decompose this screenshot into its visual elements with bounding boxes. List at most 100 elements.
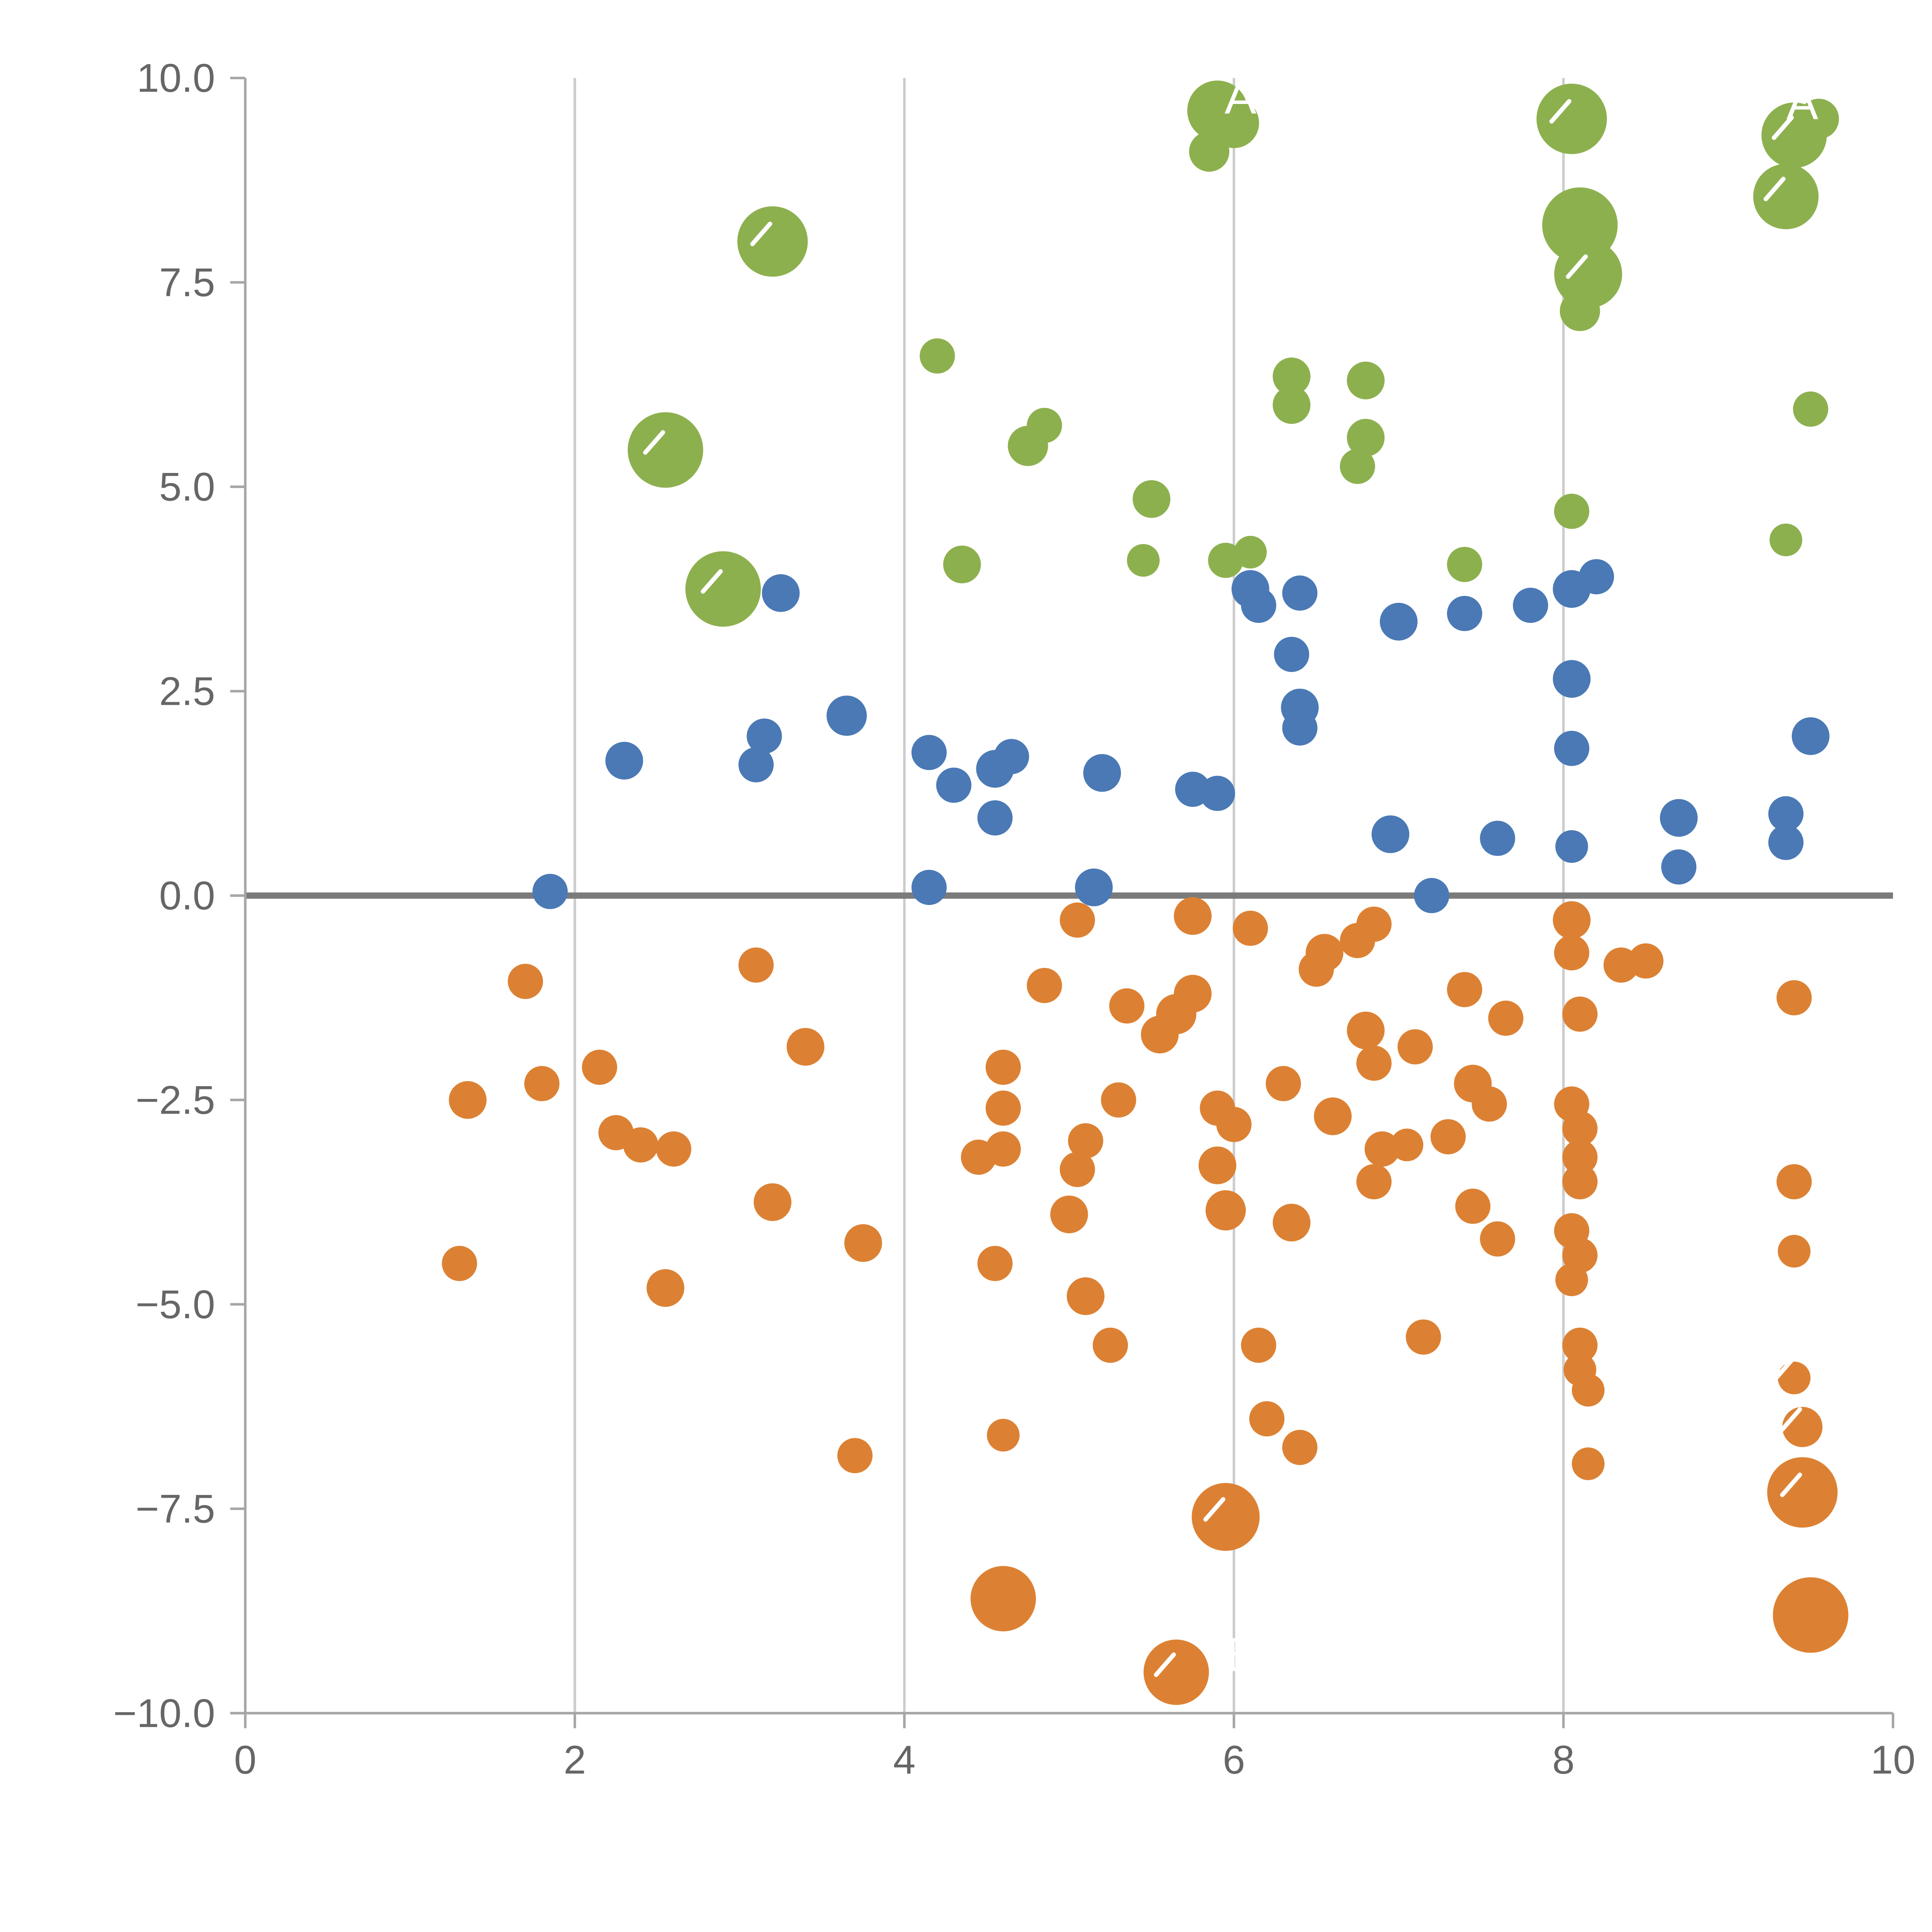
- data-point-orange-cluster: [1430, 1119, 1466, 1155]
- data-point-orange-cluster: [1066, 1277, 1105, 1315]
- data-point-green-cluster: [1347, 361, 1385, 400]
- data-point-orange-cluster: [753, 1183, 792, 1221]
- y-tick-label: −2.5: [136, 1078, 215, 1122]
- y-tick-label: 0.0: [159, 874, 215, 918]
- data-point-green-cluster: [1272, 386, 1311, 424]
- data-point-orange-cluster: [1205, 1190, 1246, 1231]
- data-point-green-cluster: [1554, 240, 1622, 308]
- data-point-orange-cluster: [1109, 988, 1145, 1024]
- data-point-orange-cluster: [1776, 980, 1812, 1015]
- y-tick-label: −5.0: [136, 1282, 215, 1327]
- data-point-blue-cluster: [738, 747, 774, 782]
- data-point-green-cluster: [1560, 291, 1600, 331]
- data-point-orange-cluster: [1092, 1327, 1128, 1363]
- data-point-orange-cluster: [1553, 901, 1591, 939]
- data-point-orange-cluster: [1562, 1111, 1598, 1146]
- data-point-orange-cluster: [1773, 1577, 1849, 1653]
- data-point-green-cluster: [737, 206, 808, 277]
- data-point-blue-cluster: [1768, 796, 1804, 832]
- data-point-orange-cluster: [985, 1131, 1021, 1167]
- data-point-orange-cluster: [1562, 1139, 1598, 1175]
- x-tick-label: 0: [234, 1738, 257, 1782]
- data-point-orange-cluster: [1488, 1000, 1524, 1036]
- data-point-orange-cluster: [623, 1127, 658, 1163]
- data-point-blue-cluster: [1274, 636, 1310, 672]
- data-point-orange-cluster: [1777, 1235, 1811, 1268]
- data-point-green-cluster: [1769, 523, 1803, 556]
- data-point-orange-cluster: [1249, 1401, 1285, 1437]
- callout-mark: [643, 430, 665, 455]
- data-point-orange-cluster: [837, 1438, 873, 1473]
- callout-mark: [1154, 1652, 1176, 1677]
- data-point-green-cluster: [943, 545, 981, 583]
- data-point-blue-cluster: [1379, 603, 1418, 641]
- data-point-green-cluster: [685, 551, 761, 627]
- y-tick-label: 2.5: [159, 669, 215, 714]
- data-point-orange-cluster: [1216, 1107, 1252, 1142]
- data-point-orange-cluster: [1192, 1483, 1260, 1551]
- data-point-green-cluster: [920, 338, 955, 374]
- data-point-green-cluster: [628, 412, 703, 488]
- data-point-orange-cluster: [977, 1246, 1013, 1281]
- callout-mark: [1764, 177, 1786, 201]
- data-point-orange-cluster: [1060, 902, 1095, 938]
- data-point-orange-cluster: [786, 1028, 825, 1066]
- data-point-orange-cluster: [1571, 1447, 1605, 1480]
- data-point-orange-cluster: [1306, 934, 1344, 972]
- data-point-blue-cluster: [762, 574, 800, 612]
- data-point-orange-cluster: [1364, 1131, 1400, 1167]
- data-point-blue-cluster: [1200, 776, 1235, 811]
- data-point-orange-cluster: [1554, 935, 1590, 971]
- y-tick-label: 5.0: [159, 465, 215, 510]
- data-point-blue-cluster: [936, 767, 971, 803]
- data-point-green-cluster: [1347, 418, 1385, 457]
- data-point-green-cluster: [1127, 544, 1160, 577]
- data-point-blue-cluster: [1660, 799, 1698, 837]
- data-point-green-cluster: [1447, 547, 1482, 582]
- data-point-orange-cluster: [442, 1246, 477, 1281]
- callout-mark: [1549, 99, 1571, 124]
- data-point-green-cluster: [1536, 83, 1607, 154]
- data-point-orange-cluster: [646, 1269, 684, 1307]
- data-point-orange-cluster: [1143, 1639, 1209, 1705]
- data-point-blue-cluster: [1792, 717, 1830, 755]
- data-point-orange-cluster: [985, 1090, 1021, 1126]
- data-point-orange-cluster: [1198, 1146, 1236, 1184]
- data-point-orange-cluster: [1562, 1164, 1598, 1199]
- data-point-orange-cluster: [985, 1049, 1021, 1085]
- data-point-blue-cluster: [532, 874, 568, 909]
- data-point-blue-cluster: [1241, 587, 1276, 623]
- data-point-orange-cluster: [1777, 1361, 1811, 1395]
- data-point-orange-cluster: [1027, 968, 1062, 1003]
- data-point-blue-cluster: [977, 800, 1013, 836]
- data-point-orange-cluster: [1265, 1066, 1301, 1101]
- y-tick-label: −7.5: [136, 1486, 215, 1531]
- data-point-blue-cluster: [1513, 587, 1548, 623]
- data-point-orange-cluster: [1068, 1123, 1104, 1159]
- data-point-orange-cluster: [582, 1049, 617, 1085]
- data-point-orange-cluster: [1562, 996, 1598, 1032]
- data-point-orange-cluster: [1314, 1097, 1352, 1135]
- data-point-orange-cluster: [970, 1566, 1036, 1632]
- data-point-blue-cluster: [827, 696, 867, 736]
- data-point-orange-cluster: [1050, 1196, 1088, 1233]
- data-point-blue-cluster: [1661, 849, 1697, 885]
- data-point-orange-cluster: [1562, 1327, 1598, 1363]
- data-point-blue-cluster: [911, 735, 947, 770]
- data-point-blue-cluster: [994, 739, 1029, 774]
- data-point-blue-cluster: [1480, 821, 1515, 856]
- data-point-orange-cluster: [1356, 1045, 1392, 1081]
- data-point-orange-cluster: [656, 1131, 692, 1167]
- data-point-orange-cluster: [1397, 1029, 1433, 1065]
- data-point-orange-cluster: [524, 1066, 560, 1101]
- data-point-blue-cluster: [1553, 660, 1591, 698]
- data-point-orange-cluster: [1406, 1319, 1441, 1355]
- annotation-label: A: [1786, 77, 1818, 130]
- callout-mark: [1780, 1473, 1802, 1497]
- x-tick-label: 4: [893, 1738, 916, 1782]
- data-point-blue-cluster: [1578, 559, 1614, 595]
- data-point-orange-cluster: [1356, 1164, 1392, 1199]
- data-point-orange-cluster: [738, 947, 774, 983]
